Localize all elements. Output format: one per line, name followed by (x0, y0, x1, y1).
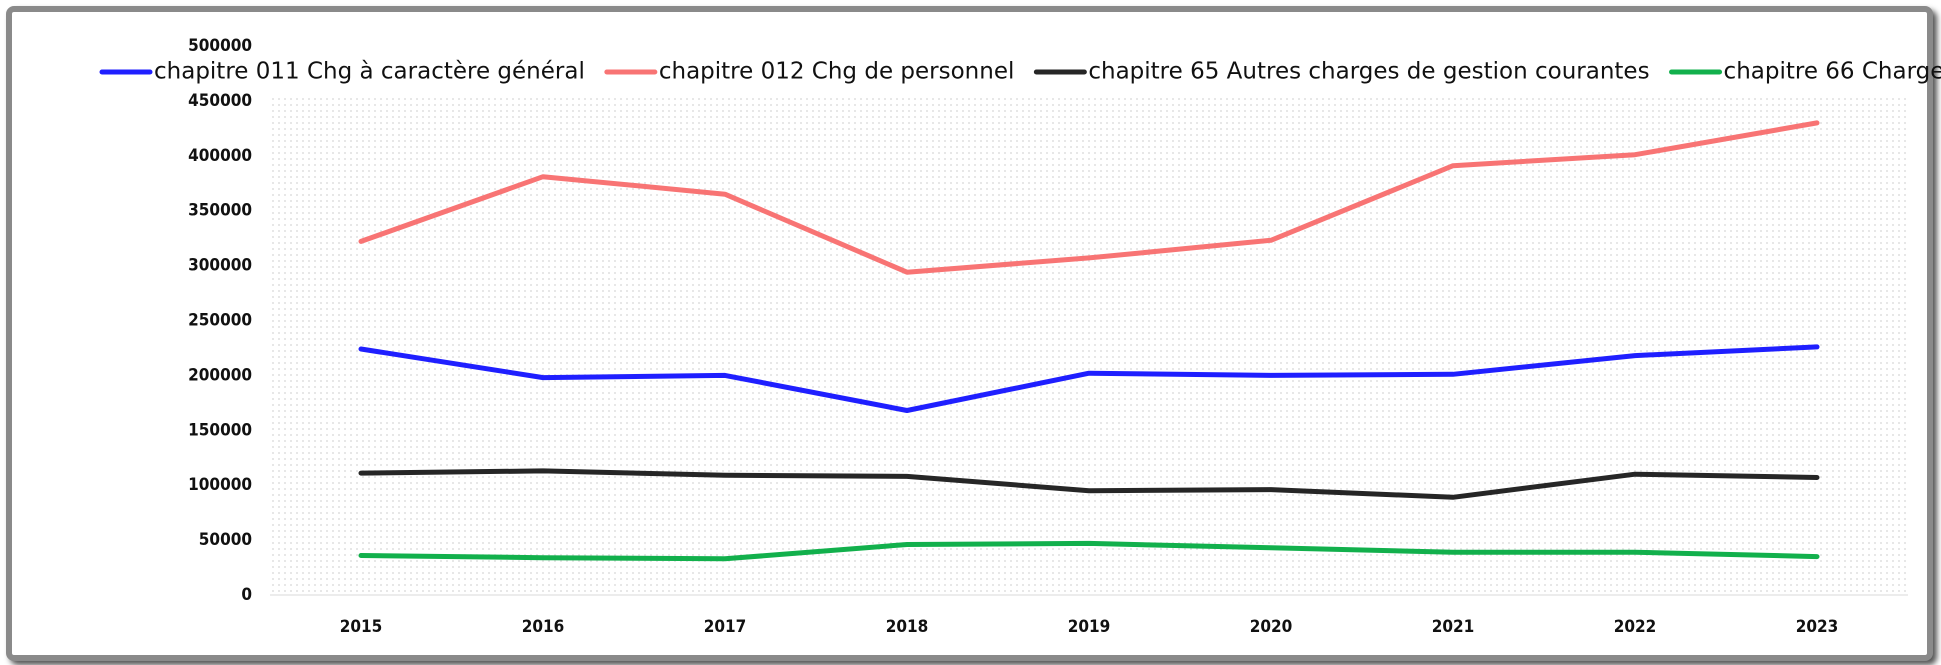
x-tick-label: 2020 (1250, 617, 1293, 637)
y-tick-label: 200000 (188, 365, 252, 385)
series-line (358, 468, 1820, 500)
series-line (358, 344, 1820, 413)
y-tick-label: 350000 (188, 201, 252, 221)
x-tick-label: 2021 (1432, 617, 1475, 637)
y-tick-label: 250000 (188, 311, 252, 331)
y-tick-label: 50000 (199, 530, 252, 550)
x-tick-label: 2019 (1068, 617, 1111, 637)
y-tick-label: 150000 (188, 420, 252, 440)
y-tick-label: 100000 (188, 475, 252, 495)
x-tick-label: 2016 (522, 617, 565, 637)
legend-label: chapitre 012 Chg de personnel (659, 59, 1015, 85)
series-line (358, 540, 1820, 562)
legend-label: chapitre 011 Chg à caractère général (154, 59, 585, 85)
plot-background (270, 95, 1908, 595)
y-tick-label: 0 (241, 585, 252, 605)
x-tick-label: 2015 (340, 617, 383, 637)
x-tick-label: 2017 (704, 617, 747, 637)
legend-label: chapitre 65 Autres charges de gestion co… (1088, 59, 1649, 85)
series-line (358, 120, 1820, 275)
x-tick-label: 2023 (1796, 617, 1839, 637)
y-tick-label: 500000 (188, 36, 252, 56)
x-tick-label: 2018 (886, 617, 929, 637)
y-tick-label: 400000 (188, 146, 252, 166)
x-tick-label: 2022 (1614, 617, 1657, 637)
y-tick-label: 300000 (188, 256, 252, 276)
y-tick-label: 450000 (188, 91, 252, 111)
legend-label: chapitre 66 Charges Fi. (1724, 59, 1941, 85)
